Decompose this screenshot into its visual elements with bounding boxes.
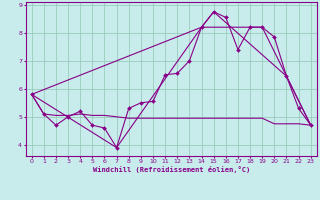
X-axis label: Windchill (Refroidissement éolien,°C): Windchill (Refroidissement éolien,°C): [92, 166, 250, 173]
